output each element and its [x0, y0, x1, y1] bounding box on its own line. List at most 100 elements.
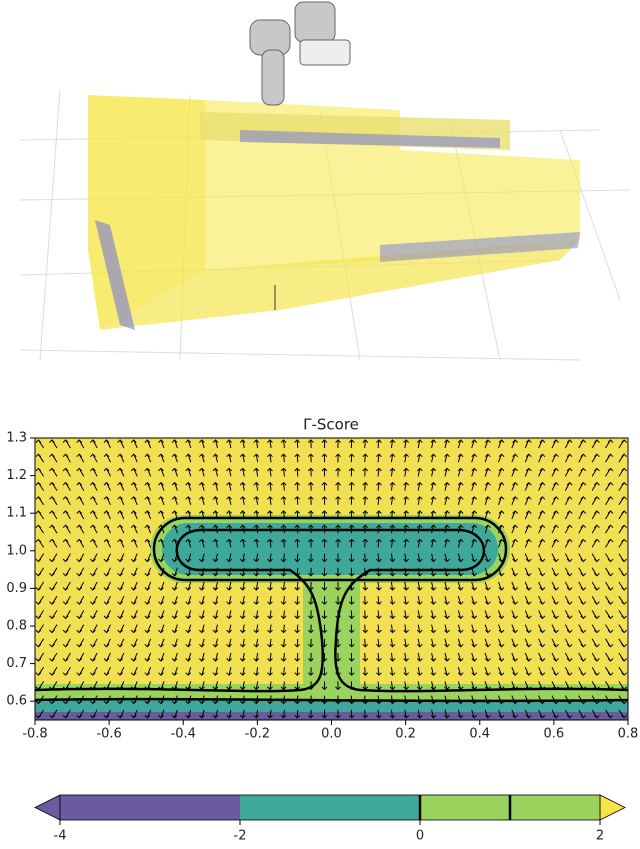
quiver-arrow [76, 595, 85, 605]
quiver-arrow [158, 667, 165, 676]
quiver-arrow [35, 481, 45, 491]
quiver-arrow [90, 581, 98, 591]
quiver-arrow [457, 638, 464, 648]
quiver-arrow [471, 481, 478, 491]
quiver-arrow [62, 481, 71, 491]
quiver-arrow [158, 709, 165, 719]
quiver-arrow [511, 439, 519, 449]
quiver-field [35, 439, 627, 719]
quiver-arrow [484, 567, 491, 577]
quiver-arrow [103, 453, 111, 463]
quiver-arrow [103, 709, 111, 719]
quiver-arrow [49, 624, 58, 634]
quiver-arrow [90, 538, 98, 548]
quiver-arrow [471, 567, 478, 577]
quiver-arrow [471, 496, 478, 505]
quiver-arrow [389, 709, 396, 719]
quiver-arrow [578, 581, 587, 591]
quiver-arrow [348, 567, 355, 577]
quiver-arrow [117, 610, 125, 620]
quiver-arrow [362, 553, 369, 563]
quiver-arrow [171, 467, 178, 477]
quiver-arrow [294, 439, 301, 449]
quiver-arrow [212, 638, 219, 648]
quiver-arrow [389, 610, 396, 620]
quiver-arrow [457, 624, 464, 634]
quiver-arrow [618, 553, 627, 563]
quiver-arrow [294, 596, 301, 605]
y-tick-label: 0.7 [6, 656, 27, 671]
quiver-arrow [498, 667, 505, 676]
quiver-arrow [171, 524, 178, 534]
quiver-arrow [158, 652, 165, 662]
quiver-arrow [524, 610, 532, 620]
x-tick-label: -0.8 [22, 727, 47, 742]
quiver-arrow [198, 596, 205, 605]
quiver-arrow [158, 553, 165, 563]
quiver-arrow [158, 439, 165, 449]
quiver-arrow [76, 624, 85, 634]
quiver-arrow [144, 496, 152, 505]
quiver-arrow [511, 567, 519, 577]
quiver-arrow [294, 667, 301, 676]
quiver-arrow [578, 638, 587, 648]
quiver-arrow [212, 496, 219, 505]
quiver-arrow [294, 553, 301, 563]
quiver-arrow [49, 467, 58, 477]
quiver-arrow [416, 496, 423, 505]
quiver-arrow [403, 453, 410, 463]
quiver-arrow [226, 610, 232, 620]
quiver-arrow [511, 481, 519, 491]
quiver-arrow [498, 652, 505, 662]
quiver-arrow [498, 453, 505, 463]
quiver-arrow [444, 439, 450, 449]
quiver-arrow [321, 553, 328, 563]
quiver-arrow [212, 467, 219, 477]
quiver-arrow [444, 538, 450, 548]
quiver-arrow [484, 524, 491, 534]
quiver-arrow [524, 666, 532, 676]
quiver-arrow [35, 453, 45, 463]
quiver-arrow [498, 496, 505, 505]
quiver-arrow [524, 439, 532, 449]
quiver-arrow [49, 453, 58, 463]
quiver-arrow [49, 709, 58, 719]
quiver-arrow [267, 667, 273, 676]
quiver-arrow [62, 453, 71, 463]
quiver-arrow [130, 638, 138, 648]
quiver-arrow [267, 610, 273, 620]
quiver-arrow [591, 638, 600, 648]
quiver-arrow [335, 439, 341, 449]
quiver-arrow [484, 553, 491, 563]
quiver-arrow [457, 652, 464, 662]
quiver-arrow [90, 524, 98, 534]
quiver-arrow [62, 652, 71, 662]
quiver-arrow [591, 666, 600, 676]
chart-title: Γ-Score [303, 416, 359, 434]
quiver-arrow [362, 453, 369, 463]
quiver-arrow [130, 595, 138, 605]
colorbar-tick-label: 2 [596, 829, 604, 844]
quiver-arrow [430, 538, 437, 548]
quiver-arrow [591, 538, 600, 548]
quiver-arrow [226, 581, 232, 591]
quiver-arrow [212, 596, 219, 605]
quiver-arrow [430, 481, 437, 491]
quiver-arrow [130, 624, 138, 634]
quiver-arrow [376, 538, 382, 548]
quiver-arrow [90, 709, 98, 719]
quiver-arrow [444, 610, 450, 620]
quiver-arrow [198, 481, 205, 491]
y-tick-label: 0.8 [6, 619, 27, 634]
quiver-arrow [321, 496, 328, 505]
quiver-arrow [321, 467, 328, 477]
quiver-arrow [457, 553, 464, 563]
quiver-arrow [376, 596, 382, 605]
quiver-arrow [226, 467, 232, 477]
quiver-arrow [76, 638, 85, 648]
quiver-arrow [416, 453, 423, 463]
quiver-arrow [524, 581, 532, 591]
quiver-arrow [321, 567, 328, 577]
quiver-arrow [430, 667, 437, 676]
quiver-arrow [158, 581, 165, 591]
